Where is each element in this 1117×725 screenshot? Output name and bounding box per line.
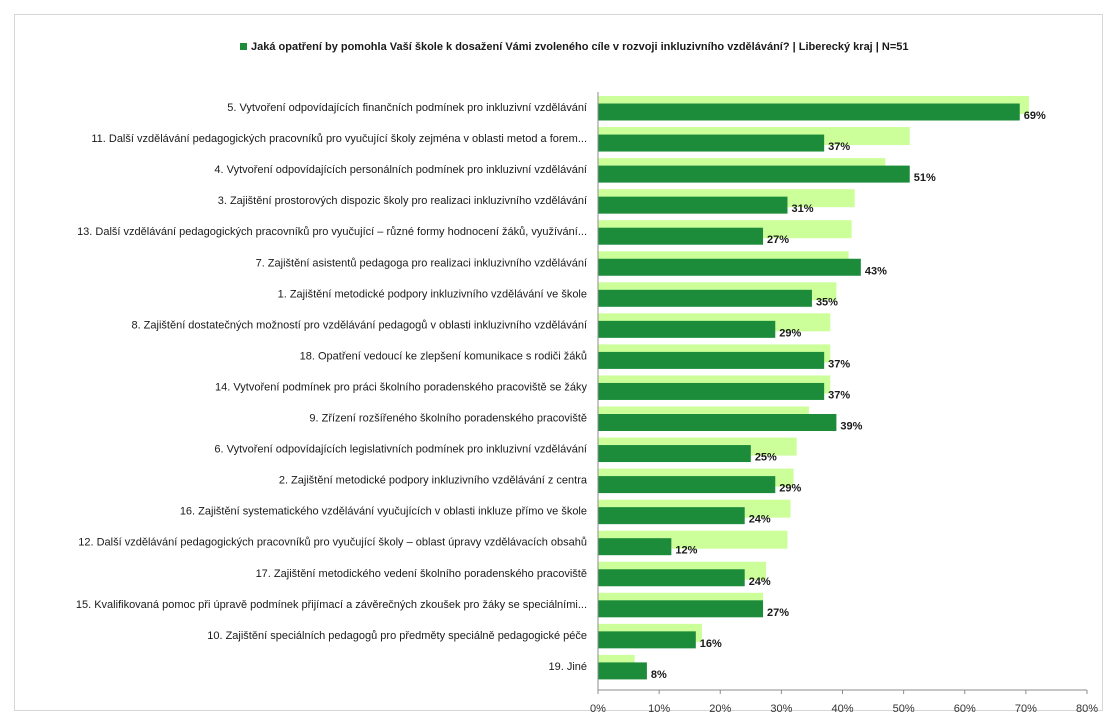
x-tick-label: 70% <box>1015 703 1037 715</box>
category-label: 7. Zajištění asistentů pedagoga pro real… <box>256 257 587 269</box>
category-label: 18. Opatření vedoucí ke zlepšení komunik… <box>300 350 587 362</box>
x-tick-label: 20% <box>709 703 731 715</box>
category-label: 14. Vytvoření podmínek pro práci školníh… <box>215 381 587 393</box>
value-label: 31% <box>791 203 813 215</box>
value-label: 29% <box>779 483 801 495</box>
value-label: 25% <box>755 452 777 464</box>
x-tick-label: 40% <box>831 703 853 715</box>
value-label: 37% <box>828 389 850 401</box>
main-bar <box>598 476 776 494</box>
category-label: 10. Zajištění speciálních pedagogů pro p… <box>207 630 587 642</box>
value-label: 12% <box>675 545 697 557</box>
value-label: 27% <box>767 607 789 619</box>
x-tick-label: 50% <box>893 703 915 715</box>
category-labels: 5. Vytvoření odpovídajících finančních p… <box>76 102 588 673</box>
category-label: 5. Vytvoření odpovídajících finančních p… <box>227 102 587 114</box>
value-label: 27% <box>767 234 789 246</box>
main-bar <box>598 631 696 649</box>
main-bar <box>598 196 788 214</box>
value-label: 24% <box>749 576 771 588</box>
chart-frame <box>14 14 1103 711</box>
x-tick-label: 60% <box>954 703 976 715</box>
main-bar <box>598 103 1020 121</box>
value-label: 51% <box>914 172 936 184</box>
category-label: 4. Vytvoření odpovídajících personálních… <box>214 164 587 176</box>
main-bars <box>598 103 1020 680</box>
value-label: 24% <box>749 514 771 526</box>
main-bar <box>598 662 647 680</box>
category-label: 19. Jiné <box>548 661 587 673</box>
main-bar <box>598 134 825 152</box>
value-label: 29% <box>779 327 801 339</box>
category-label: 12. Další vzdělávání pedagogických praco… <box>78 537 587 549</box>
category-label: 1. Zajištění metodické podpory inkluzivn… <box>278 288 587 300</box>
value-label: 37% <box>828 141 850 153</box>
value-label: 16% <box>700 638 722 650</box>
category-label: 2. Zajištění metodické podpory inkluzivn… <box>279 475 588 487</box>
value-label: 69% <box>1024 110 1046 122</box>
value-label: 39% <box>840 421 862 433</box>
value-labels: 69% 37% 51% 31% 27% 43% 35% 29% 37% 37% 39% 25% 29% 2… <box>651 110 1046 681</box>
main-bar <box>598 569 745 587</box>
value-label: 37% <box>828 358 850 370</box>
category-label: 11. Další vzdělávání pedagogických praco… <box>91 133 587 145</box>
value-label: 35% <box>816 296 838 308</box>
category-label: 15. Kvalifikovaná pomoc při úpravě podmí… <box>76 599 587 611</box>
category-label: 8. Zajištění dostatečných možností pro v… <box>131 319 587 331</box>
main-bar <box>598 289 812 307</box>
main-bar <box>598 258 861 276</box>
category-label: 9. Zřízení rozšířeného školního poradens… <box>309 413 587 425</box>
category-label: 6. Vytvoření odpovídajících legislativní… <box>214 444 587 456</box>
category-label: 3. Zajištění prostorových dispozic školy… <box>218 195 587 207</box>
x-tick-label: 80% <box>1076 703 1098 715</box>
x-tick-label: 0% <box>590 703 606 715</box>
category-label: 17. Zajištění metodického vedení školníh… <box>256 568 587 580</box>
chart-title-group: Jaká opatření by pomohla Vaší škole k do… <box>240 41 909 53</box>
category-label: 13. Další vzdělávání pedagogických praco… <box>77 226 587 238</box>
x-axis: 0% 10% 20% 30% 40% 50% 60% 70% 80% <box>590 92 1098 715</box>
main-bar <box>598 414 837 431</box>
x-tick-label: 30% <box>770 703 792 715</box>
title-legend-marker <box>240 43 247 50</box>
main-bar <box>598 382 825 400</box>
main-bar <box>598 165 910 183</box>
main-bar <box>598 445 751 463</box>
value-label: 8% <box>651 669 667 681</box>
value-label: 43% <box>865 265 887 277</box>
main-bar <box>598 320 776 338</box>
main-bar <box>598 507 745 525</box>
category-label: 16. Zajištění systematického vzdělávání … <box>180 506 587 518</box>
main-bar <box>598 351 825 369</box>
main-bar <box>598 227 764 245</box>
chart-title: Jaká opatření by pomohla Vaší škole k do… <box>251 41 909 53</box>
x-tick-label: 10% <box>648 703 670 715</box>
main-bar <box>598 538 672 556</box>
main-bar <box>598 600 764 618</box>
